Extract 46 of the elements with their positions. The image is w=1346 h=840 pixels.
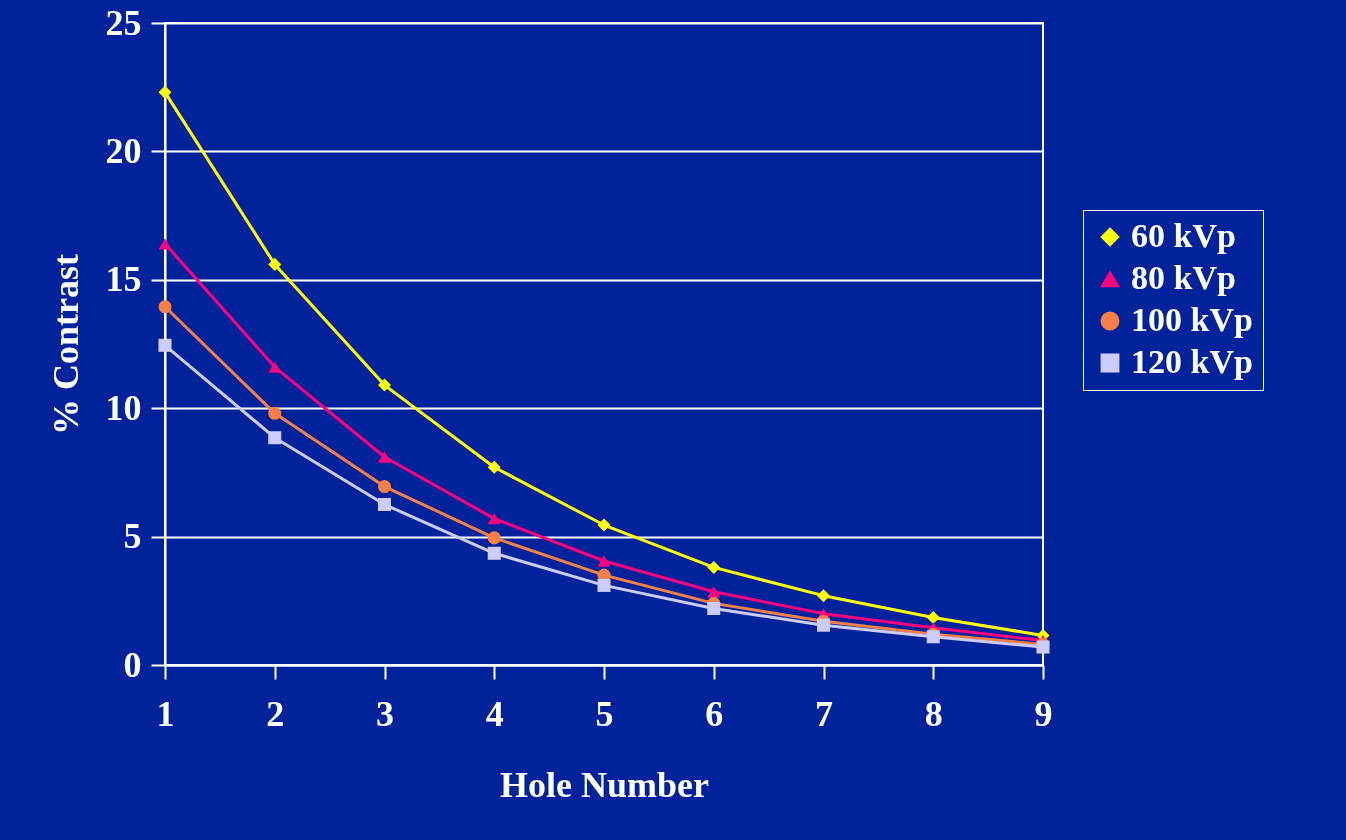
x-tick-label: 2 [266,693,285,734]
y-tick-label: 10 [105,387,142,428]
x-tick-label: 4 [485,693,504,734]
x-tick-label: 7 [815,693,833,734]
point [268,257,282,271]
point [268,431,282,445]
legend-label: 80 kVp [1131,259,1236,296]
legend-label: 60 kVp [1131,217,1236,254]
y-tick-label: 5 [123,516,142,557]
point [487,460,501,474]
point [597,555,611,567]
point [707,560,721,574]
point [377,378,392,392]
point [597,518,611,532]
point [816,618,831,632]
point [487,512,501,525]
point [268,406,282,420]
point [377,480,392,494]
point [707,601,721,616]
point [707,586,721,598]
point [487,546,501,560]
legend-label: 100 kVp [1131,301,1253,338]
x-tick-label: 1 [156,693,175,734]
legend-label: 120 kVp [1131,343,1253,380]
x-tick-label: 3 [376,693,394,734]
point [268,361,282,373]
y-axis-title: % Contrast [45,254,86,435]
x-tick-label: 5 [595,693,614,734]
point [597,578,611,592]
y-tick-label: 15 [105,259,142,300]
point [487,531,501,545]
y-tick-label: 20 [105,130,142,171]
x-tick-label: 8 [924,693,943,734]
point [158,238,172,250]
x-axis-title: Hole Number [500,764,710,805]
point [158,338,172,352]
point [377,497,392,512]
point [158,300,172,314]
point [816,589,831,603]
x-tick-label: 6 [705,693,724,734]
point [926,610,940,625]
point [158,85,172,99]
y-tick-label: 0 [123,644,142,685]
point [377,451,392,463]
y-tick-label: 25 [105,2,142,43]
x-tick-label: 9 [1034,693,1053,734]
